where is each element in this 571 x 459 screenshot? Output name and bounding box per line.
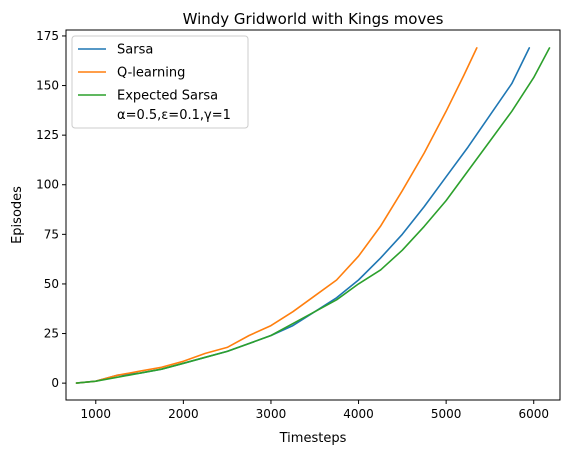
y-tick-label: 125 (36, 128, 59, 142)
x-tick-label: 1000 (81, 407, 112, 421)
x-tick-label: 4000 (343, 407, 374, 421)
x-tick-label: 2000 (168, 407, 199, 421)
series-line-q-learning (75, 47, 478, 384)
legend-note: α=0.5,ε=0.1,γ=1 (117, 108, 231, 123)
legend-label: Expected Sarsa (117, 89, 218, 104)
x-tick-label: 5000 (431, 407, 462, 421)
legend-items: Sarsa Q-learning Expected Sarsa (78, 43, 218, 104)
y-axis-label: Episodes (10, 186, 25, 244)
legend-label: Q-learning (117, 66, 185, 81)
y-tick-label: 50 (44, 277, 59, 291)
chart-title: Windy Gridworld with Kings moves (183, 10, 444, 28)
y-tick-label: 100 (36, 178, 59, 192)
x-axis-label: Timesteps (279, 431, 347, 446)
y-tick-label: 175 (36, 29, 59, 43)
y-tick-label: 0 (51, 376, 59, 390)
legend-label: Sarsa (117, 43, 153, 58)
series-line-expected-sarsa (75, 47, 551, 384)
x-tick-label: 3000 (256, 407, 287, 421)
y-tick-label: 25 (44, 327, 59, 341)
x-tick-label: 6000 (518, 407, 549, 421)
axis-ticks: 1000 2000 3000 4000 5000 6000 0 25 50 75 100 125 150… (36, 29, 549, 421)
plot-frame (65, 29, 561, 401)
legend-box (71, 35, 249, 129)
y-tick-label: 75 (44, 227, 59, 241)
y-tick-label: 150 (36, 79, 59, 93)
plot-area (75, 47, 551, 384)
legend: Sarsa Q-learning Expected Sarsa α=0.5,ε=0.… (71, 35, 249, 129)
